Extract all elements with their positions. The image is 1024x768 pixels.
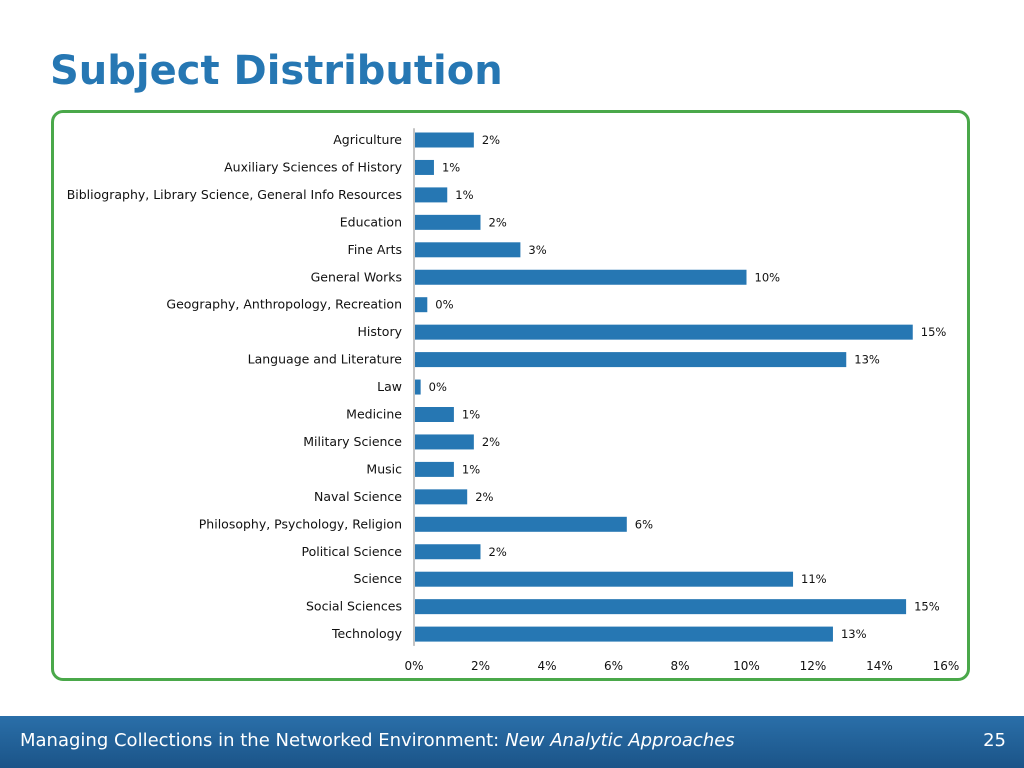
- bar: [415, 599, 907, 615]
- bar: [415, 297, 428, 313]
- x-tick-label: 14%: [866, 659, 893, 673]
- page-number: 25: [983, 730, 1006, 751]
- chart-frame: [51, 110, 970, 681]
- bar: [415, 379, 421, 395]
- bar: [415, 407, 454, 422]
- data-label: 1%: [455, 188, 473, 202]
- data-label: 0%: [435, 298, 453, 312]
- data-label: 11%: [801, 572, 827, 586]
- data-label: 3%: [528, 243, 546, 257]
- bar: [415, 516, 627, 532]
- bar: [415, 434, 474, 450]
- category-label: Geography, Anthropology, Recreation: [166, 297, 402, 312]
- category-label: Bibliography, Library Science, General I…: [67, 187, 402, 202]
- bar: [415, 187, 448, 203]
- category-label: Political Science: [302, 544, 403, 559]
- category-label: Education: [340, 214, 402, 229]
- x-tick-label: 12%: [800, 659, 827, 673]
- footer-text-group: Managing Collections in the Networked En…: [20, 730, 735, 751]
- category-label: Science: [354, 571, 403, 586]
- data-label: 1%: [462, 408, 480, 422]
- category-label: Military Science: [303, 434, 402, 449]
- bar: [415, 571, 794, 587]
- category-label: Technology: [331, 626, 403, 641]
- x-tick-label: 0%: [404, 659, 423, 673]
- category-label: Philosophy, Psychology, Religion: [199, 516, 402, 531]
- bar: [415, 489, 468, 505]
- footer-text: Managing Collections in the Networked En…: [20, 730, 500, 751]
- bar-chart: Agriculture 2% Auxiliary Sciences of Histo…: [67, 128, 960, 673]
- bar: [415, 214, 481, 230]
- data-label: 15%: [914, 600, 940, 614]
- bar: [415, 242, 521, 258]
- slide-title: Subject Distribution: [50, 48, 503, 94]
- footer-subtitle: New Analytic Approaches: [505, 730, 735, 751]
- data-label: 1%: [442, 160, 460, 174]
- bar: [415, 159, 434, 175]
- bar: [415, 269, 747, 285]
- x-tick-label: 6%: [604, 659, 623, 673]
- data-label: 13%: [854, 353, 880, 367]
- category-label: History: [358, 324, 403, 339]
- x-tick-label: 10%: [733, 659, 760, 673]
- bar: [415, 132, 474, 148]
- data-label: 2%: [475, 490, 493, 504]
- data-label: 2%: [489, 545, 507, 559]
- bar: [415, 352, 847, 368]
- category-label: General Works: [311, 269, 402, 284]
- bar: [415, 461, 454, 477]
- category-label: Language and Literature: [248, 352, 403, 367]
- category-label: Music: [366, 461, 402, 476]
- x-tick-label: 16%: [933, 659, 960, 673]
- data-label: 13%: [841, 627, 867, 641]
- bar: [415, 626, 833, 642]
- category-label: Law: [377, 379, 402, 394]
- category-label: Agriculture: [333, 132, 402, 147]
- data-label: 1%: [462, 462, 480, 476]
- bar: [415, 324, 913, 340]
- data-label: 2%: [482, 435, 500, 449]
- category-label: Social Sciences: [306, 599, 402, 614]
- category-label: Naval Science: [314, 489, 402, 504]
- data-label: 2%: [482, 133, 500, 147]
- category-label: Fine Arts: [348, 242, 402, 257]
- data-label: 0%: [429, 380, 447, 394]
- x-tick-label: 2%: [471, 659, 490, 673]
- data-label: 6%: [635, 517, 653, 531]
- data-label: 10%: [755, 270, 781, 284]
- x-tick-label: 4%: [537, 659, 556, 673]
- footer-bar: Managing Collections in the Networked En…: [0, 716, 1024, 768]
- category-label: Auxiliary Sciences of History: [224, 159, 402, 174]
- x-tick-label: 8%: [670, 659, 689, 673]
- bar: [415, 544, 481, 560]
- category-label: Medicine: [346, 407, 402, 422]
- data-label: 2%: [489, 215, 507, 229]
- data-label: 15%: [921, 325, 947, 339]
